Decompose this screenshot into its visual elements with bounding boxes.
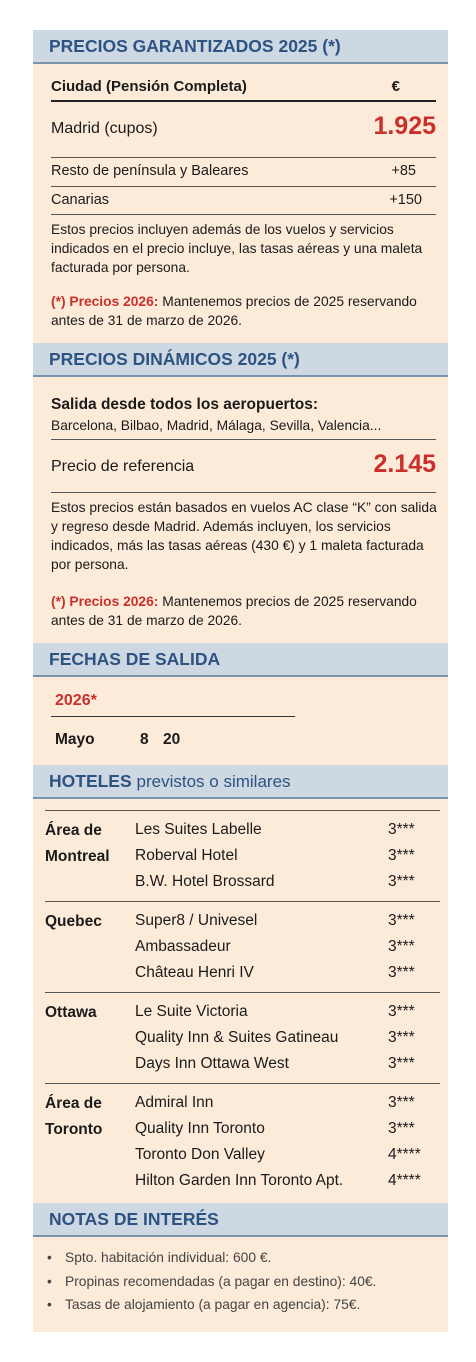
price: 2.145 bbox=[373, 450, 436, 478]
hotel-group: Área de Toronto Admiral Inn 3*** Quality In… bbox=[45, 1083, 440, 1200]
star-text: Mantenemos precios de 2025 reservando an… bbox=[51, 594, 417, 628]
section-header: FECHAS DE SALIDA bbox=[33, 643, 448, 677]
hotel-name: Château Henri IV bbox=[135, 964, 254, 981]
hotel-row: Quality Inn Toronto 3*** bbox=[45, 1116, 440, 1142]
hotel-name: Super8 / Univesel bbox=[135, 912, 258, 929]
price: 1.925 bbox=[373, 112, 436, 140]
note-item: Tasas de alojamiento (a pagar en agencia… bbox=[45, 1293, 445, 1317]
hotel-category: 3*** bbox=[388, 821, 415, 838]
rule bbox=[51, 439, 436, 440]
hotel-name: Days Inn Ottawa West bbox=[135, 1055, 289, 1072]
note-item: Propinas recomendadas (a pagar en destin… bbox=[45, 1270, 445, 1294]
rule bbox=[51, 157, 436, 158]
city: Quebec bbox=[45, 913, 102, 930]
hotel-group: Área de Montreal Les Suites Labelle 3*** Ro… bbox=[45, 810, 440, 901]
star-label: (*) Precios 2026: bbox=[51, 594, 159, 609]
year: 2026* bbox=[55, 692, 97, 709]
hotel-name: Quality Inn & Suites Gatineau bbox=[135, 1029, 339, 1046]
table-row: Resto de península y Baleares +85 bbox=[51, 163, 436, 179]
section-header: NOTAS DE INTERÉS bbox=[33, 1203, 448, 1237]
rule bbox=[51, 716, 295, 717]
star-note: (*) Precios 2026: Mantenemos precios de … bbox=[51, 292, 441, 330]
note: Estos precios incluyen además de los vue… bbox=[51, 222, 423, 275]
table-row: Madrid (cupos) 1.925 bbox=[51, 112, 436, 140]
hotel-name: Ambassadeur bbox=[135, 938, 231, 955]
hotel-name: Les Suites Labelle bbox=[135, 821, 262, 838]
hotel-row: Super8 / Univesel 3*** bbox=[45, 908, 440, 934]
hotel-group: Ottawa Le Suite Victoria 3*** Quality Inn &… bbox=[45, 992, 440, 1083]
month: Mayo bbox=[55, 731, 95, 748]
hotel-name: Hilton Garden Inn Toronto Apt. bbox=[135, 1172, 344, 1189]
section-header: HOTELES previstos o similares bbox=[33, 765, 448, 799]
hotel-name: Roberval Hotel bbox=[135, 847, 238, 864]
hotel-category: 4**** bbox=[388, 1146, 421, 1163]
header-cell: € bbox=[391, 78, 400, 95]
hotel-row: Château Henri IV 3*** bbox=[45, 960, 440, 986]
rule bbox=[51, 214, 436, 215]
star-text: Mantenemos precios de 2025 reservando an… bbox=[51, 294, 417, 328]
cell: Resto de península y Baleares bbox=[51, 163, 249, 179]
hotel-name: Le Suite Victoria bbox=[135, 1003, 248, 1020]
rule bbox=[51, 100, 436, 102]
star-note: (*) Precios 2026: Mantenemos precios de … bbox=[51, 592, 441, 630]
hotel-category: 4**** bbox=[388, 1172, 421, 1189]
day: 8 bbox=[140, 731, 149, 748]
note-item: Spto. habitación individual: 600 €. bbox=[45, 1246, 445, 1270]
reference-row: Precio de referencia 2.145 bbox=[51, 450, 436, 478]
star-label: (*) Precios 2026: bbox=[51, 294, 159, 309]
header-cell: Ciudad (Pensión Completa) bbox=[51, 78, 247, 95]
city: Ottawa bbox=[45, 1004, 97, 1021]
cell: +85 bbox=[391, 163, 416, 179]
header-subtitle: previstos o similares bbox=[136, 772, 291, 791]
day: 20 bbox=[163, 731, 181, 748]
departure-title: Salida desde todos los aeropuertos: bbox=[51, 396, 319, 413]
hotel-list: Área de Montreal Les Suites Labelle 3*** Ro… bbox=[45, 810, 440, 1200]
hotel-category: 3*** bbox=[388, 1120, 415, 1137]
hotel-category: 3*** bbox=[388, 847, 415, 864]
hotel-row: Les Suites Labelle 3*** bbox=[45, 817, 440, 843]
city: Área de Montreal bbox=[45, 822, 110, 865]
hotel-name: Toronto Don Valley bbox=[135, 1146, 265, 1163]
hotel-row: Quality Inn & Suites Gatineau 3*** bbox=[45, 1025, 440, 1051]
hotel-category: 3*** bbox=[388, 964, 415, 981]
rule bbox=[51, 186, 436, 187]
hotel-name: Admiral Inn bbox=[135, 1094, 214, 1111]
rule bbox=[51, 492, 436, 493]
hotel-name: B.W. Hotel Brossard bbox=[135, 873, 275, 890]
note: Estos precios están basados en vuelos AC… bbox=[51, 500, 437, 572]
reference-label: Precio de referencia bbox=[51, 458, 195, 475]
hotel-row: Toronto Don Valley 4**** bbox=[45, 1142, 440, 1168]
hotel-row: Admiral Inn 3*** bbox=[45, 1090, 440, 1116]
hotel-category: 3*** bbox=[388, 1029, 415, 1046]
hotel-row: B.W. Hotel Brossard 3*** bbox=[45, 869, 440, 895]
panel: PRECIOS GARANTIZADOS 2025 (*) Ciudad (Pe… bbox=[33, 30, 448, 1332]
hotel-category: 3*** bbox=[388, 873, 415, 890]
header-title: HOTELES bbox=[49, 771, 132, 791]
notes-list: Spto. habitación individual: 600 €.Propi… bbox=[45, 1246, 445, 1317]
section-header: PRECIOS GARANTIZADOS 2025 (*) bbox=[33, 30, 448, 64]
section-header: PRECIOS DINÁMICOS 2025 (*) bbox=[33, 343, 448, 377]
hotel-category: 3*** bbox=[388, 912, 415, 929]
table-header: Ciudad (Pensión Completa) € bbox=[51, 78, 436, 95]
cell: Madrid (cupos) bbox=[51, 120, 158, 137]
hotel-row: Days Inn Ottawa West 3*** bbox=[45, 1051, 440, 1077]
departure-cities: Barcelona, Bilbao, Madrid, Málaga, Sevil… bbox=[51, 418, 382, 433]
hotel-category: 3*** bbox=[388, 938, 415, 955]
hotel-row: Hilton Garden Inn Toronto Apt. 4**** bbox=[45, 1168, 440, 1194]
hotel-category: 3*** bbox=[388, 1003, 415, 1020]
hotel-row: Ambassadeur 3*** bbox=[45, 934, 440, 960]
hotel-category: 3*** bbox=[388, 1055, 415, 1072]
hotel-name: Quality Inn Toronto bbox=[135, 1120, 265, 1137]
city: Área de Toronto bbox=[45, 1095, 103, 1138]
cell: Canarias bbox=[51, 192, 110, 208]
hotel-row: Le Suite Victoria 3*** bbox=[45, 999, 440, 1025]
hotel-category: 3*** bbox=[388, 1094, 415, 1111]
cell: +150 bbox=[389, 192, 422, 208]
table-row: Canarias +150 bbox=[51, 192, 436, 208]
hotel-group: Quebec Super8 / Univesel 3*** Ambassadeur 3*… bbox=[45, 901, 440, 992]
hotel-row: Roberval Hotel 3*** bbox=[45, 843, 440, 869]
